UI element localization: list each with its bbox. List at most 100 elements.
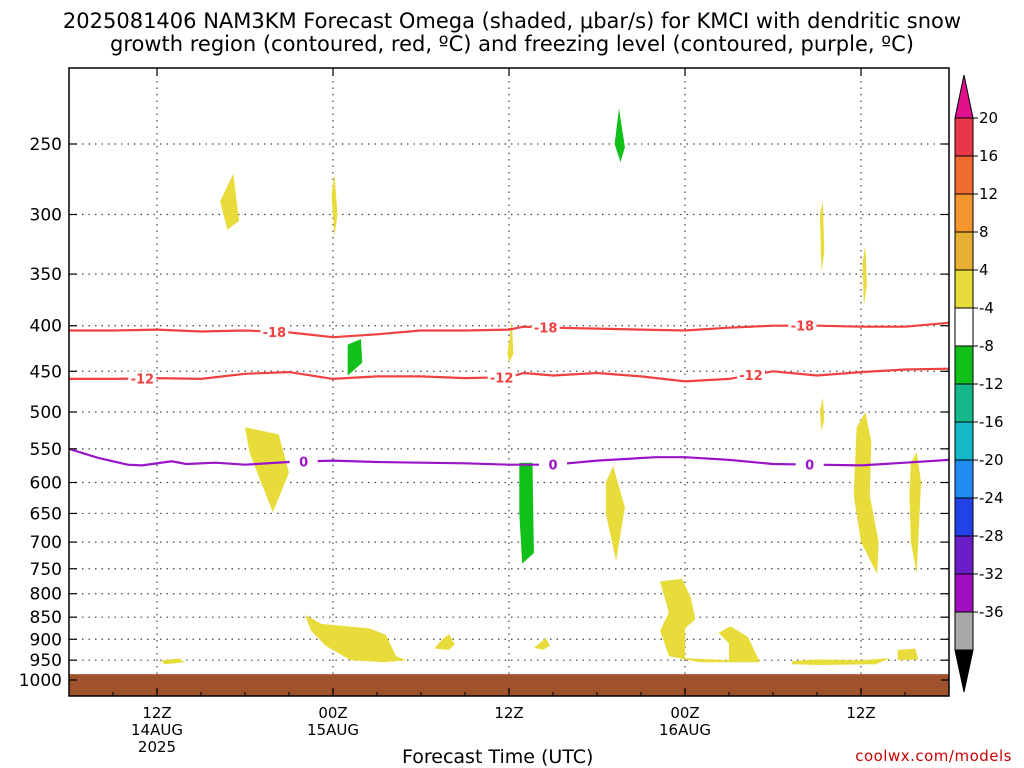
colorbar-label: -16 <box>979 413 1004 431</box>
omega-region <box>660 578 760 663</box>
colorbar-label: -4 <box>979 299 994 317</box>
y-tick-label: 700 <box>30 533 62 553</box>
x-tick-label: 15AUG <box>307 721 359 739</box>
y-tick-label: 800 <box>30 585 62 605</box>
contour-label-bg <box>795 457 824 472</box>
colorbar-swatch <box>954 573 974 613</box>
omega-region <box>853 412 879 574</box>
contour-line <box>69 447 949 467</box>
colorbar-swatch <box>954 307 974 347</box>
omega-region <box>819 201 825 272</box>
omega-region <box>519 462 534 564</box>
colorbar-swatch <box>954 231 974 271</box>
contour-label-bg <box>487 370 516 385</box>
colorbar-label: -8 <box>979 337 994 355</box>
colorbar-label: 8 <box>979 223 989 241</box>
contour-lines: -18 -18 -18 -12 -12 -12 0 0 0 <box>69 318 949 474</box>
x-tick-label: 16AUG <box>659 721 711 739</box>
colorbar-label: -28 <box>979 527 1004 545</box>
chart-title-line1: 2025081406 NAM3KM Forecast Omega (shaded… <box>62 9 962 33</box>
omega-region <box>161 658 185 665</box>
omega-region <box>305 614 407 663</box>
colorbar-label: 12 <box>979 185 998 203</box>
y-tick-label: 400 <box>30 317 62 337</box>
contour-line <box>69 367 949 383</box>
y-tick-label: 950 <box>30 651 62 671</box>
terrain <box>69 674 949 696</box>
colorbar-swatch <box>954 117 974 157</box>
y-tick-label: 500 <box>30 403 62 423</box>
colorbar-label: -20 <box>979 451 1004 469</box>
omega-region <box>819 397 825 431</box>
contour-label: -18 <box>534 321 558 336</box>
colorbar-swatch <box>954 611 974 651</box>
y-tick-label: 600 <box>30 473 62 493</box>
colorbar-label: -12 <box>979 375 1004 393</box>
omega-region <box>862 245 867 306</box>
x-tick-label: 12Z <box>494 704 523 722</box>
contour-label-bg <box>289 454 318 469</box>
colorbar-bottom-arrow <box>954 649 974 693</box>
y-tick-label: 250 <box>30 135 62 155</box>
grid <box>69 68 949 696</box>
y-tick-label: 900 <box>30 630 62 650</box>
omega-region <box>220 173 240 230</box>
contour-label: -12 <box>739 369 763 384</box>
y-tick-label: 450 <box>30 362 62 382</box>
colorbar-label: 16 <box>979 147 998 165</box>
y-tick-label: 350 <box>30 265 62 285</box>
contour-label: 0 <box>805 459 814 474</box>
omega-region <box>533 638 551 650</box>
x-tick-label: 2025 <box>138 738 176 756</box>
colorbar: 20 16 12 8 4 -4 -8 -12 -16 -20 -24 -28 -32 -36 <box>954 74 1004 693</box>
colorbar-swatch <box>954 155 974 195</box>
credit-text: coolwx.com/models <box>855 747 1012 765</box>
omega-region <box>245 427 289 513</box>
omega-shading <box>161 108 922 665</box>
colorbar-swatch <box>954 497 974 537</box>
y-tick-label: 750 <box>30 560 62 580</box>
colorbar-top-arrow <box>954 74 974 119</box>
y-tick-label: 650 <box>30 504 62 524</box>
colorbar-label: 4 <box>979 261 989 279</box>
colorbar-swatch <box>954 269 974 309</box>
colorbar-swatch <box>954 535 974 575</box>
omega-region <box>507 320 514 363</box>
contour-label-bg <box>539 457 567 472</box>
y-tick-label: 1000 <box>19 671 62 691</box>
colorbar-label: -24 <box>979 489 1004 507</box>
x-tick-label: 12Z <box>142 704 171 722</box>
colorbar-swatch <box>954 193 974 233</box>
colorbar-swatch <box>954 383 974 423</box>
contour-label-bg <box>788 318 817 333</box>
x-axis-title: Forecast Time (UTC) <box>402 746 594 768</box>
colorbar-swatch <box>954 421 974 461</box>
x-tick-label: 14AUG <box>131 721 183 739</box>
contour-label-bg <box>737 368 765 383</box>
y-tick-label: 850 <box>30 608 62 628</box>
contour-label: 0 <box>299 456 308 471</box>
omega-region <box>614 108 625 163</box>
x-tick-label: 00Z <box>670 704 699 722</box>
contour-label: -18 <box>263 326 287 341</box>
chart-title-line2: growth region (contoured, red, ºC) and f… <box>110 32 914 56</box>
omega-region <box>434 634 455 650</box>
colorbar-label: -32 <box>979 565 1004 583</box>
colorbar-label: 20 <box>979 109 998 127</box>
omega-region <box>347 339 363 376</box>
terrain-fill <box>69 674 949 696</box>
x-tick-label: 12Z <box>846 704 875 722</box>
omega-region <box>792 658 891 665</box>
omega-region <box>605 466 625 561</box>
contour-label-bg <box>531 320 560 335</box>
contour-label-bg <box>260 324 289 339</box>
colorbar-swatch <box>954 459 974 499</box>
contour-label: -12 <box>490 371 514 386</box>
y-tick-label: 550 <box>30 440 62 460</box>
omega-region <box>909 452 922 574</box>
x-tick-label: 00Z <box>318 704 347 722</box>
y-tick-label: 300 <box>30 205 62 225</box>
